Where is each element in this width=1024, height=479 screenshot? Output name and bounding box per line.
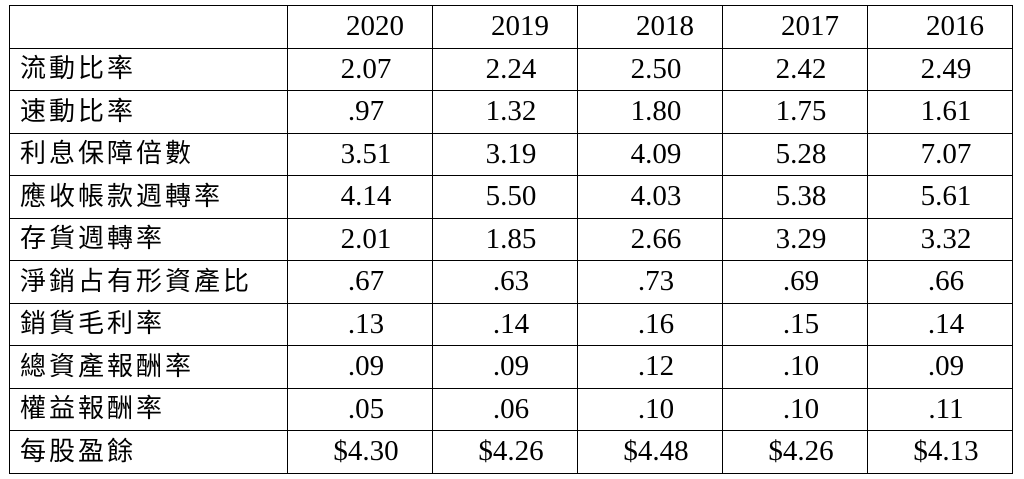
ratio-value: .14 bbox=[432, 302, 578, 346]
ratio-label: 存貨週轉率 bbox=[9, 217, 288, 261]
table-row: 淨銷占有形資產比 .67.63.73.69.66 bbox=[9, 260, 1013, 304]
ratio-value: 1.80 bbox=[577, 90, 723, 134]
ratio-value: 5.38 bbox=[722, 175, 868, 219]
ratio-value: .12 bbox=[577, 345, 723, 389]
ratio-value: 1.75 bbox=[722, 90, 868, 134]
ratio-value: .14 bbox=[867, 302, 1013, 346]
ratio-value: 5.28 bbox=[722, 132, 868, 176]
ratio-value: .06 bbox=[432, 387, 578, 431]
ratio-value: .10 bbox=[722, 345, 868, 389]
ratio-label: 利息保障倍數 bbox=[9, 132, 288, 176]
ratio-value: .09 bbox=[432, 345, 578, 389]
ratio-label: 每股盈餘 bbox=[9, 430, 288, 474]
ratio-label: 總資產報酬率 bbox=[9, 345, 288, 389]
ratio-value: 3.32 bbox=[867, 217, 1013, 261]
year-header: 2018 bbox=[577, 5, 723, 49]
ratio-label: 銷貨毛利率 bbox=[9, 302, 288, 346]
year-header: 2017 bbox=[722, 5, 868, 49]
ratio-value: .63 bbox=[432, 260, 578, 304]
ratio-value: .66 bbox=[867, 260, 1013, 304]
table-row: 存貨週轉率 2.01 1.85 2.66 3.29 3.32 bbox=[9, 217, 1013, 261]
ratio-label: 流動比率 bbox=[9, 47, 288, 91]
ratio-value: .09 bbox=[867, 345, 1013, 389]
ratio-value: .16 bbox=[577, 302, 723, 346]
ratio-value: 2.66 bbox=[577, 217, 723, 261]
ratio-value: 4.09 bbox=[577, 132, 723, 176]
ratio-value: 2.24 bbox=[432, 47, 578, 91]
ratio-value: $4.30 bbox=[287, 430, 433, 474]
table-row: 銷貨毛利率 .13.14.16.15.14 bbox=[9, 302, 1013, 346]
ratio-value: 7.07 bbox=[867, 132, 1013, 176]
ratio-value: 1.32 bbox=[432, 90, 578, 134]
ratio-value: .13 bbox=[287, 302, 433, 346]
ratio-value: .73 bbox=[577, 260, 723, 304]
ratio-value: 2.50 bbox=[577, 47, 723, 91]
ratio-value: 1.85 bbox=[432, 217, 578, 261]
ratio-value: $4.48 bbox=[577, 430, 723, 474]
table-body: 流動比率 2.07 2.24 2.50 2.42 2.49 速動比率 .97 1.32 1.80 1… bbox=[9, 47, 1013, 474]
ratio-value: .15 bbox=[722, 302, 868, 346]
ratio-value: 2.49 bbox=[867, 47, 1013, 91]
ratio-label: 淨銷占有形資產比 bbox=[9, 260, 288, 304]
ratio-value: $4.26 bbox=[722, 430, 868, 474]
table-row: 流動比率 2.07 2.24 2.50 2.42 2.49 bbox=[9, 47, 1013, 91]
ratio-value: 3.51 bbox=[287, 132, 433, 176]
corner-cell bbox=[9, 5, 288, 49]
ratio-label: 應收帳款週轉率 bbox=[9, 175, 288, 219]
ratio-value: $4.26 bbox=[432, 430, 578, 474]
ratio-value: .05 bbox=[287, 387, 433, 431]
financial-ratio-table: 2020 2019 2018 2017 2016 流動比率 2.07 2.24 2.5… bbox=[9, 5, 1013, 474]
ratio-value: 2.01 bbox=[287, 217, 433, 261]
ratio-value: .97 bbox=[287, 90, 433, 134]
ratio-value: .11 bbox=[867, 387, 1013, 431]
year-header: 2019 bbox=[432, 5, 578, 49]
ratio-value: 2.07 bbox=[287, 47, 433, 91]
table-row: 速動比率 .97 1.32 1.80 1.75 1.61 bbox=[9, 90, 1013, 134]
ratio-value: 5.61 bbox=[867, 175, 1013, 219]
ratio-value: .67 bbox=[287, 260, 433, 304]
ratio-value: .69 bbox=[722, 260, 868, 304]
ratio-value: 4.03 bbox=[577, 175, 723, 219]
ratio-value: .10 bbox=[577, 387, 723, 431]
year-header: 2020 bbox=[287, 5, 433, 49]
table-row: 權益報酬率 .05.06.10.10.11 bbox=[9, 387, 1013, 431]
table-row: 總資產報酬率 .09.09.12.10.09 bbox=[9, 345, 1013, 389]
ratio-value: $4.13 bbox=[867, 430, 1013, 474]
ratio-value: 3.29 bbox=[722, 217, 868, 261]
table-row: 利息保障倍數 3.51 3.19 4.09 5.28 7.07 bbox=[9, 132, 1013, 176]
ratio-value: 5.50 bbox=[432, 175, 578, 219]
table-row: 應收帳款週轉率 4.14 5.50 4.03 5.38 5.61 bbox=[9, 175, 1013, 219]
ratio-value: .09 bbox=[287, 345, 433, 389]
ratio-value: .10 bbox=[722, 387, 868, 431]
ratio-label: 權益報酬率 bbox=[9, 387, 288, 431]
table-row: 每股盈餘 $4.30 $4.26 $4.48 $4.26 $4.13 bbox=[9, 430, 1013, 474]
ratio-value: 4.14 bbox=[287, 175, 433, 219]
ratio-value: 1.61 bbox=[867, 90, 1013, 134]
ratio-value: 3.19 bbox=[432, 132, 578, 176]
ratio-label: 速動比率 bbox=[9, 90, 288, 134]
header-row: 2020 2019 2018 2017 2016 bbox=[9, 5, 1013, 49]
year-header: 2016 bbox=[867, 5, 1013, 49]
ratio-value: 2.42 bbox=[722, 47, 868, 91]
